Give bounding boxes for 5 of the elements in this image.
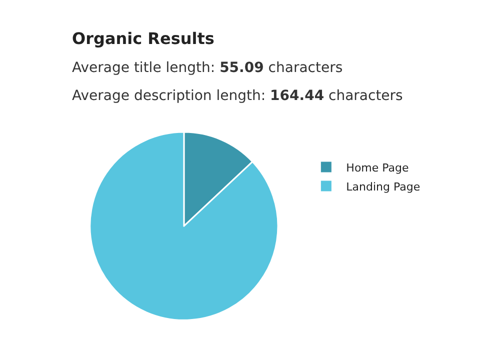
pie-slice (89, 131, 279, 321)
chart-subtitle: Average title length: 55.09 characters Average description length: 164.44 characters (72, 60, 403, 104)
legend-label: Home Page (346, 161, 410, 174)
chart-title: Organic Results (72, 29, 214, 48)
legend-label: Landing Page (346, 180, 420, 194)
